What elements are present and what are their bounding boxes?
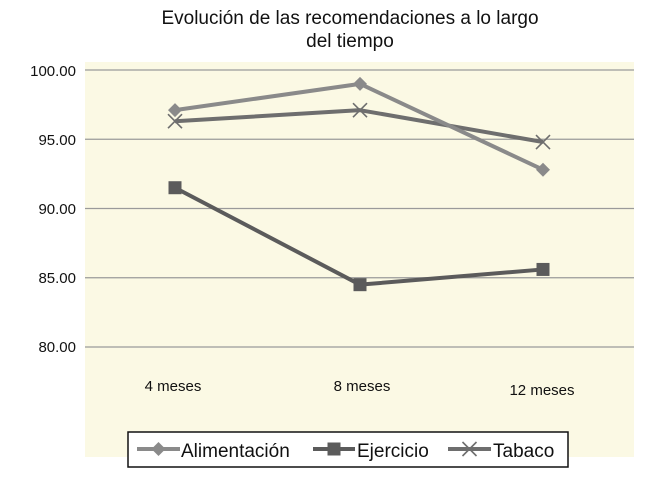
data-point-tabaco-3 [535,134,551,150]
data-point-ejercicio-3 [536,262,550,276]
data-point-ejercicio-2 [353,278,367,292]
series-layer [167,76,551,292]
gridlines [85,69,634,348]
y-tick-100: 100.00 [30,63,76,80]
data-point-tabaco-2-stroke-b [352,102,368,118]
legend-marker-tabaco-stroke-b [461,441,478,457]
data-point-tabaco-3-stroke-b [535,134,551,150]
x-category-4-meses: 4 meses [145,378,202,395]
chart-title-line-2: del tiempo [306,31,394,52]
legend-symbol-alimentacion [137,442,180,456]
legend: Alimentación Ejercicio Tabaco [127,431,569,468]
chart-title-line-1: Evolución de las recomendaciones a lo la… [161,8,538,29]
data-point-alimentacion-3 [536,162,550,177]
data-point-tabaco-1-stroke-b [167,113,183,129]
y-tick-90: 90.00 [38,201,76,218]
legend-symbol-ejercicio [313,442,355,456]
legend-marker-alimentacion [151,442,166,456]
y-tick-80: 80.00 [38,339,76,356]
data-point-alimentacion-1 [168,103,182,118]
legend-label-tabaco: Tabaco [493,441,554,462]
data-point-tabaco-1 [167,113,183,129]
legend-marker-tabaco [461,441,478,457]
legend-label-ejercicio: Ejercicio [357,441,429,462]
data-point-ejercicio-1 [168,181,182,195]
y-tick-85: 85.00 [38,270,76,287]
plot-area [85,62,634,457]
x-category-12-meses: 12 meses [509,382,574,399]
x-category-8-meses: 8 meses [334,378,391,395]
data-point-alimentacion-2 [353,76,367,91]
legend-label-alimentacion: Alimentación [181,441,290,462]
legend-symbol-tabaco [448,441,491,457]
y-tick-95: 95.00 [38,132,76,149]
data-point-tabaco-2 [352,102,368,118]
legend-marker-ejercicio [327,442,341,456]
